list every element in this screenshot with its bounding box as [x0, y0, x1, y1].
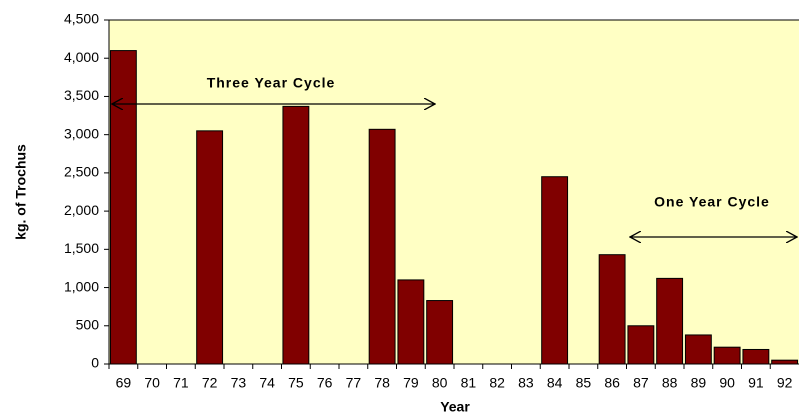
bar — [426, 300, 454, 365]
x-tick-label: 84 — [547, 375, 563, 391]
x-tick-label: 74 — [259, 375, 275, 391]
y-tick-label: 2,500 — [64, 164, 99, 180]
bar — [282, 105, 310, 365]
x-tick-label: 86 — [604, 375, 620, 391]
y-tick-label: 0 — [91, 355, 99, 371]
y-tick-label: 1,000 — [64, 278, 99, 294]
x-tick-label: 89 — [691, 375, 707, 391]
bar — [598, 254, 626, 365]
y-axis-label: kg. of Trochus — [13, 144, 29, 240]
y-tick-label: 2,000 — [64, 202, 99, 218]
bar — [196, 130, 224, 365]
x-tick-label: 78 — [374, 375, 390, 391]
x-tick-label: 77 — [346, 375, 362, 391]
x-tick-label: 79 — [403, 375, 419, 391]
annotation: Three Year Cycle — [207, 75, 336, 91]
bar — [627, 325, 655, 365]
x-tick-label: 76 — [317, 375, 333, 391]
x-tick-label: 72 — [202, 375, 218, 391]
bar — [109, 50, 137, 365]
y-tick-label: 1,500 — [64, 240, 99, 256]
x-tick-label: 75 — [288, 375, 304, 391]
y-tick-label: 3,500 — [64, 87, 99, 103]
x-tick-label: 81 — [461, 375, 477, 391]
annotation: One Year Cycle — [654, 194, 770, 210]
x-tick-label: 90 — [719, 375, 735, 391]
x-tick-label: 82 — [489, 375, 505, 391]
bar — [771, 359, 799, 365]
x-tick-label: 88 — [662, 375, 678, 391]
y-tick-label: 3,000 — [64, 125, 99, 141]
bar — [368, 128, 396, 365]
bar — [656, 277, 684, 365]
x-tick-label: 69 — [116, 375, 132, 391]
bar — [742, 348, 770, 365]
x-tick-label: 92 — [777, 375, 793, 391]
x-tick-label: 73 — [231, 375, 247, 391]
x-tick-label: 83 — [518, 375, 534, 391]
x-tick-label: 80 — [432, 375, 448, 391]
x-tick-label: 71 — [173, 375, 189, 391]
x-axis-label: Year — [440, 399, 470, 414]
bar — [397, 279, 425, 365]
y-tick-label: 4,500 — [64, 11, 99, 27]
plot-area — [109, 20, 799, 364]
bar — [541, 176, 569, 365]
bar — [684, 334, 712, 365]
x-tick-label: 87 — [633, 375, 649, 391]
x-tick-label: 91 — [748, 375, 764, 391]
y-tick-label: 500 — [76, 316, 100, 332]
bar — [713, 346, 741, 365]
x-tick-label: 85 — [576, 375, 592, 391]
x-tick-label: 70 — [144, 375, 160, 391]
y-tick-label: 4,000 — [64, 49, 99, 65]
